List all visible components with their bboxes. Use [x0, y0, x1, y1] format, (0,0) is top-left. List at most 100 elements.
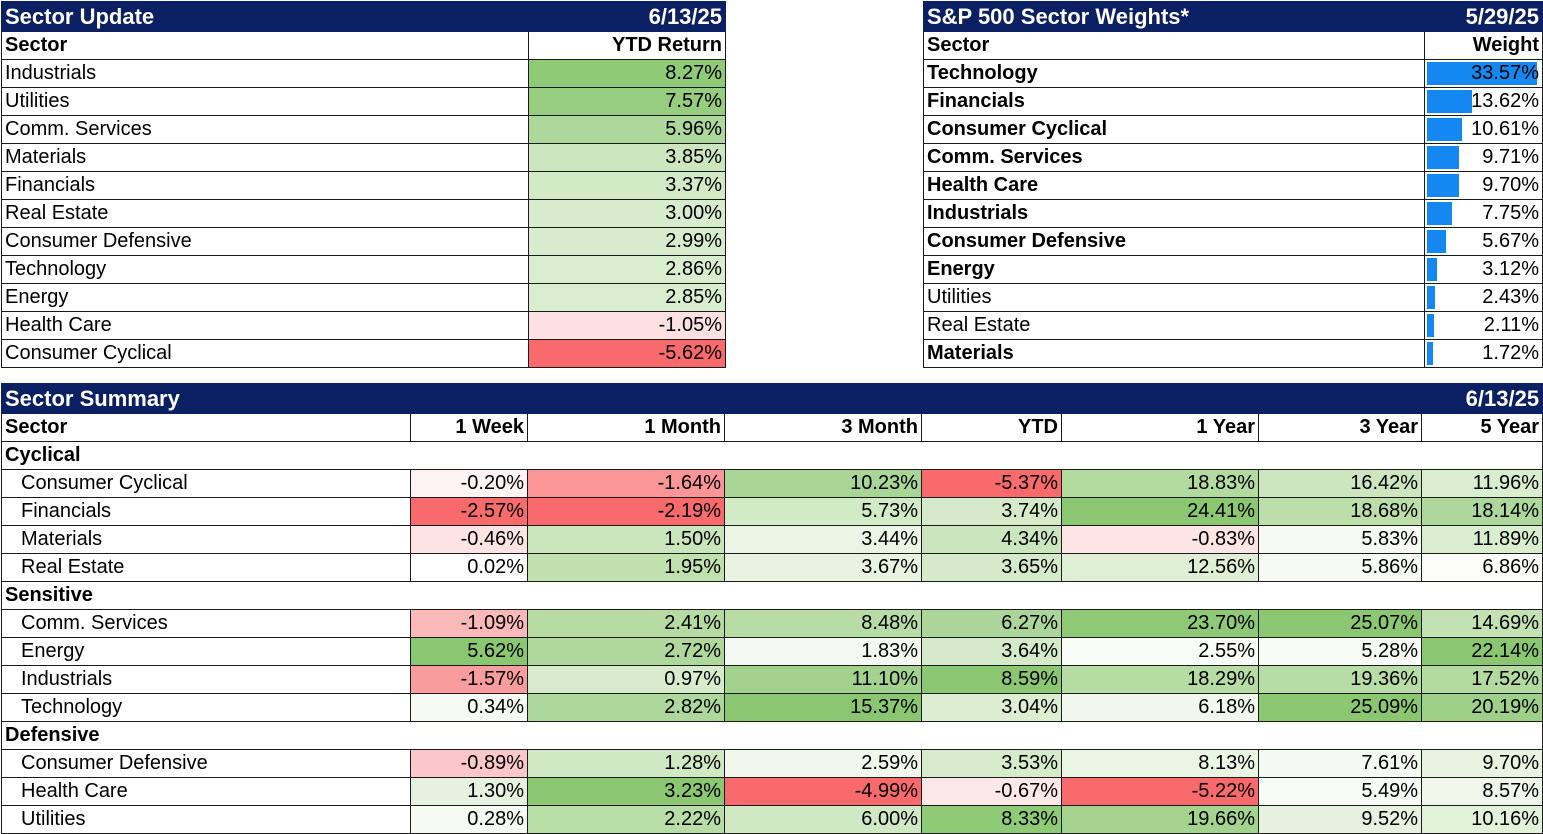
sector-update-date: 6/13/25 — [528, 1, 726, 32]
column-header: 5 Year — [1421, 413, 1543, 442]
ytd-return-value: -5.62% — [528, 339, 726, 368]
ytd-return-value: 3.37% — [528, 171, 726, 200]
table-row: Comm. Services -1.09% 2.41% 8.48% 6.27% 23.70… — [1, 609, 1543, 638]
sector-summary-header: Sector Summary 6/13/25 — [0, 383, 1543, 414]
return-value: 6.18% — [1061, 693, 1259, 722]
table-row: Technology 0.34% 2.82% 15.37% 3.04% 6.18% 25.0… — [1, 693, 1543, 722]
weight-bar — [1427, 258, 1437, 281]
table-row: Industrials 7.75% — [923, 199, 1543, 228]
weight-cell: 33.57% — [1424, 59, 1543, 88]
weight-bar — [1427, 230, 1446, 253]
sector-name: Industrials — [923, 199, 1425, 228]
sector-name: Financials — [923, 87, 1425, 116]
column-header: Sector — [1, 413, 411, 442]
sector-name: Health Care — [1, 311, 529, 340]
return-value: 5.49% — [1257, 777, 1423, 806]
return-value: 3.53% — [921, 749, 1062, 778]
return-value: -1.09% — [410, 609, 528, 638]
return-value: 8.33% — [921, 805, 1062, 834]
return-value: 2.41% — [527, 609, 725, 638]
weight-cell: 1.72% — [1424, 339, 1543, 368]
return-value: 2.72% — [527, 637, 725, 666]
weight-cell: 10.61% — [1424, 115, 1543, 144]
return-value: 2.55% — [1061, 637, 1259, 666]
sector-name: Financials — [1, 497, 411, 526]
sector-name: Health Care — [1, 777, 411, 806]
return-value: 0.02% — [410, 553, 528, 582]
table-row: Consumer Defensive 2.99% — [1, 227, 726, 256]
sector-weights-date: 5/29/25 — [1424, 1, 1543, 32]
return-value: 1.95% — [527, 553, 725, 582]
table-row: Energy 3.12% — [923, 255, 1543, 284]
return-value: 18.83% — [1061, 469, 1259, 498]
weight-bar — [1427, 314, 1434, 337]
sector-name: Consumer Defensive — [1, 749, 411, 778]
return-value: 8.13% — [1061, 749, 1259, 778]
table-row: Utilities 0.28% 2.22% 6.00% 8.33% 19.66% 9.52%… — [1, 805, 1543, 834]
return-value: 25.09% — [1257, 693, 1423, 722]
sector-name: Materials — [1, 525, 411, 554]
sector-name: Energy — [1, 283, 529, 312]
table-row: Utilities 2.43% — [923, 283, 1543, 312]
table-row: Materials 1.72% — [923, 339, 1543, 368]
ytd-return-value: 5.96% — [528, 115, 726, 144]
return-value: 3.64% — [921, 637, 1062, 666]
sector-name: Energy — [1, 637, 411, 666]
sector-name: Consumer Defensive — [923, 227, 1425, 256]
column-header: 1 Year — [1061, 413, 1259, 442]
weight-cell: 5.67% — [1424, 227, 1543, 256]
return-value: 1.83% — [724, 637, 922, 666]
weight-cell: 2.11% — [1424, 311, 1543, 340]
table-row: Comm. Services 9.71% — [923, 143, 1543, 172]
sector-name: Technology — [923, 59, 1425, 88]
return-value: 18.68% — [1257, 497, 1423, 526]
return-value: -2.19% — [527, 497, 725, 526]
return-value: 11.89% — [1421, 525, 1543, 554]
return-value: 3.44% — [724, 525, 922, 554]
return-value: 0.28% — [410, 805, 528, 834]
weight-bar — [1427, 62, 1537, 85]
table-row: Consumer Defensive -0.89% 1.28% 2.59% 3.53% 8… — [1, 749, 1543, 778]
column-header-ytd-return: YTD Return — [528, 31, 726, 60]
sector-update-column-headers: Sector YTD Return — [1, 31, 726, 60]
table-row: Financials 3.37% — [1, 171, 726, 200]
return-value: 18.29% — [1061, 665, 1259, 694]
return-value: 10.23% — [724, 469, 922, 498]
weight-bar — [1427, 118, 1462, 141]
column-header: YTD — [921, 413, 1062, 442]
return-value: -0.83% — [1061, 525, 1259, 554]
sector-name: Consumer Cyclical — [1, 469, 411, 498]
sector-name: Comm. Services — [1, 115, 529, 144]
sector-update-header: Sector Update 6/13/25 — [1, 1, 726, 32]
sector-name: Technology — [1, 255, 529, 284]
return-value: 19.66% — [1061, 805, 1259, 834]
weight-cell: 9.71% — [1424, 143, 1543, 172]
ytd-return-value: 7.57% — [528, 87, 726, 116]
table-row: Consumer Cyclical -0.20% -1.64% 10.23% -5.37… — [1, 469, 1543, 498]
return-value: 4.34% — [921, 525, 1062, 554]
return-value: 16.42% — [1257, 469, 1423, 498]
sector-name: Real Estate — [923, 311, 1425, 340]
weight-cell: 9.70% — [1424, 171, 1543, 200]
ytd-return-value: 2.99% — [528, 227, 726, 256]
weight-value: 1.72% — [1482, 342, 1539, 364]
return-value: 3.65% — [921, 553, 1062, 582]
ytd-return-value: 8.27% — [528, 59, 726, 88]
return-value: 5.73% — [724, 497, 922, 526]
ytd-return-value: 2.86% — [528, 255, 726, 284]
group-label: Defensive — [0, 721, 1543, 750]
return-value: 2.59% — [724, 749, 922, 778]
weight-value: 9.70% — [1482, 174, 1539, 196]
return-value: 14.69% — [1421, 609, 1543, 638]
return-value: 8.59% — [921, 665, 1062, 694]
weight-value: 10.61% — [1471, 118, 1539, 140]
table-row: Materials -0.46% 1.50% 3.44% 4.34% -0.83% 5.83… — [1, 525, 1543, 554]
return-value: 23.70% — [1061, 609, 1259, 638]
table-row: Health Care 1.30% 3.23% -4.99% -0.67% -5.22% 5… — [1, 777, 1543, 806]
sector-name: Real Estate — [1, 553, 411, 582]
column-header: 1 Week — [410, 413, 528, 442]
weight-value: 5.67% — [1482, 230, 1539, 252]
table-row: Technology 33.57% — [923, 59, 1543, 88]
return-value: 6.86% — [1421, 553, 1543, 582]
return-value: 5.83% — [1257, 525, 1423, 554]
